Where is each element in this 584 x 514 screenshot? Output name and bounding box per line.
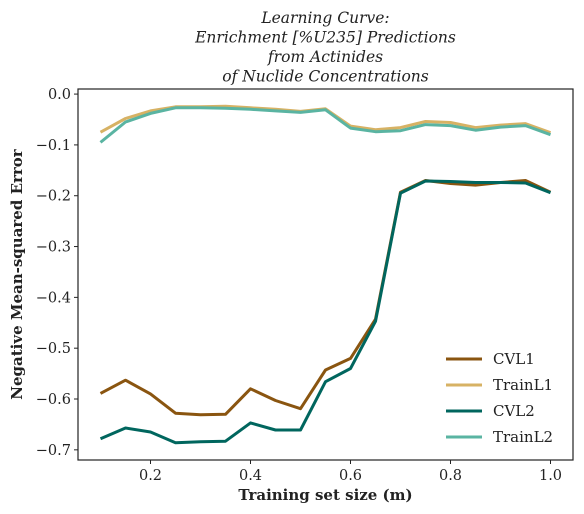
series-lines <box>99 104 552 445</box>
series-line-trainl2 <box>99 106 552 144</box>
y-tick-label: 0.0 <box>48 87 71 103</box>
y-tick-label: −0.3 <box>36 240 71 256</box>
legend-label-cvl1: CVL1 <box>493 350 535 368</box>
y-tick-label: −0.4 <box>36 290 71 306</box>
chart-title-line: from Actinides <box>267 48 383 66</box>
x-tick-label: 0.2 <box>139 468 162 484</box>
series-line-cvl2 <box>99 179 552 445</box>
y-tick-label: −0.2 <box>36 189 71 205</box>
y-axis-label: Negative Mean-squared Error <box>8 148 26 400</box>
chart-title-line: Learning Curve: <box>260 9 389 27</box>
legend-label-trainl1: TrainL1 <box>493 376 553 394</box>
x-axis-label: Training set size (m) <box>238 486 412 504</box>
legend-label-cvl2: CVL2 <box>493 402 535 420</box>
x-tick-label: 0.8 <box>439 468 462 484</box>
x-tick-label: 0.6 <box>339 468 362 484</box>
x-tick-label: 1.0 <box>539 468 562 484</box>
y-tick-label: −0.7 <box>36 443 71 459</box>
legend: CVL1 TrainL1 CVL2 TrainL2 <box>446 350 553 446</box>
y-axis: 0.0 −0.1 −0.2 −0.3 −0.4 −0.5 −0.6 −0.7 <box>36 87 78 459</box>
y-tick-label: −0.1 <box>36 138 71 154</box>
legend-label-trainl2: TrainL2 <box>493 428 553 446</box>
y-tick-label: −0.6 <box>36 392 71 408</box>
plot-area <box>77 88 574 461</box>
x-axis: 0.2 0.4 0.6 0.8 1.0 <box>139 460 562 484</box>
chart-title-line: of Nuclide Concentrations <box>222 68 429 86</box>
x-tick-label: 0.4 <box>239 468 262 484</box>
chart-title-line: Enrichment [%U235] Predictions <box>194 29 456 47</box>
y-tick-label: −0.5 <box>36 341 71 357</box>
chart-title: Learning Curve: Enrichment [%U235] Predic… <box>194 9 456 86</box>
series-line-cvl1 <box>99 179 552 417</box>
